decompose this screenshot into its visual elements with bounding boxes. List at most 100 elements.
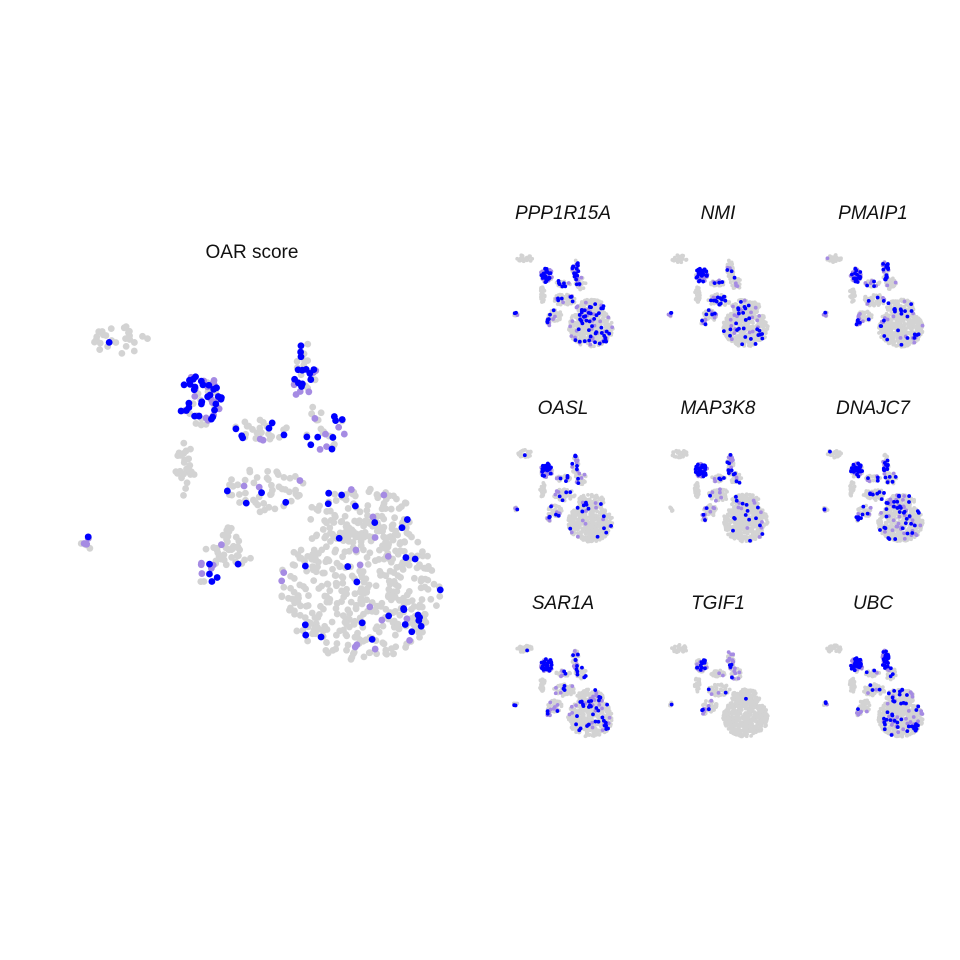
cell-point — [582, 314, 586, 319]
cell-point — [351, 590, 359, 598]
cell-point — [737, 523, 742, 528]
cell-point — [709, 282, 713, 287]
cell-point — [430, 580, 438, 588]
cell-point — [291, 473, 299, 480]
cell-point — [701, 279, 706, 284]
umap-plot-oasl — [512, 448, 615, 544]
cell-point — [376, 567, 384, 575]
gene-title-ppp1r15a: PPP1R15A — [514, 203, 612, 224]
cell-point — [323, 592, 330, 600]
umap-plot-ppp1r15a — [512, 253, 615, 349]
cell-point — [578, 514, 583, 519]
cell-point — [363, 584, 371, 592]
cell-point — [269, 486, 276, 494]
cell-point — [724, 497, 729, 501]
cell-point — [744, 327, 749, 332]
cell-point — [871, 297, 876, 301]
cell-point — [742, 298, 747, 303]
cell-point — [419, 548, 426, 555]
cell-point — [397, 547, 404, 555]
cell-point — [697, 279, 701, 284]
cell-point — [354, 519, 362, 527]
cell-point — [352, 605, 360, 613]
cell-point — [305, 592, 312, 599]
cell-point — [732, 524, 737, 529]
cell-point — [347, 655, 355, 663]
cell-point — [311, 415, 319, 422]
cell-point — [583, 325, 587, 330]
cell-point — [297, 342, 305, 350]
cell-point — [199, 381, 207, 389]
cell-point — [278, 592, 286, 600]
cell-point — [574, 277, 579, 282]
cell-point — [347, 598, 355, 606]
cell-point — [282, 498, 290, 506]
cell-point — [398, 561, 406, 568]
cell-point — [398, 524, 406, 532]
cell-point — [575, 531, 580, 535]
cell-point — [343, 590, 350, 598]
cell-point — [336, 563, 344, 571]
cell-point — [545, 319, 550, 324]
cell-point — [540, 276, 545, 280]
cell-point — [198, 570, 206, 577]
cell-point — [741, 326, 746, 331]
cell-point — [703, 322, 708, 327]
cell-point — [228, 491, 236, 499]
cell-point — [344, 505, 352, 512]
cell-point — [208, 578, 216, 585]
cell-point — [741, 330, 746, 335]
cell-point — [583, 521, 588, 526]
cell-point — [720, 280, 725, 284]
cell-point — [882, 334, 887, 338]
cell-point — [336, 529, 344, 537]
cell-point — [602, 333, 607, 338]
cell-point — [186, 461, 194, 469]
cell-point — [729, 323, 734, 328]
cell-point — [384, 552, 392, 560]
cell-point — [338, 491, 346, 499]
cell-point — [339, 553, 346, 561]
cell-point — [205, 381, 213, 389]
cell-point — [717, 283, 722, 288]
cell-point — [256, 435, 264, 443]
cell-point — [358, 619, 366, 627]
cell-point — [308, 555, 316, 563]
cell-point — [309, 403, 317, 411]
cell-point — [575, 464, 579, 468]
cell-point — [603, 534, 607, 539]
cell-point — [704, 312, 709, 317]
cell-point — [588, 342, 593, 347]
cell-point — [330, 413, 338, 420]
umap-plot-pmaip1 — [821, 253, 925, 349]
cell-point — [764, 518, 769, 522]
cell-point — [580, 518, 585, 523]
cell-point — [736, 318, 741, 323]
cell-point — [725, 489, 729, 494]
cell-point — [357, 594, 365, 602]
cell-point — [283, 424, 290, 432]
cell-point — [424, 552, 431, 560]
cell-point — [912, 335, 917, 340]
cell-point — [586, 506, 591, 511]
cell-point — [858, 276, 862, 281]
cell-point — [389, 536, 397, 544]
cell-point — [240, 482, 248, 490]
cell-point — [378, 616, 386, 624]
cell-point — [338, 416, 346, 423]
cell-point — [541, 299, 546, 304]
cell-point — [601, 514, 606, 519]
cell-point — [740, 514, 745, 518]
cell-point — [823, 310, 828, 315]
cell-point — [386, 492, 393, 500]
cell-point — [568, 526, 573, 531]
cell-point — [587, 319, 592, 324]
cell-point — [738, 531, 743, 536]
cell-point — [593, 302, 598, 307]
cell-point — [567, 514, 572, 519]
cell-point — [732, 275, 737, 280]
cell-point — [213, 574, 221, 581]
cell-point — [325, 489, 333, 497]
cell-point — [553, 492, 558, 497]
cell-point — [358, 531, 365, 539]
